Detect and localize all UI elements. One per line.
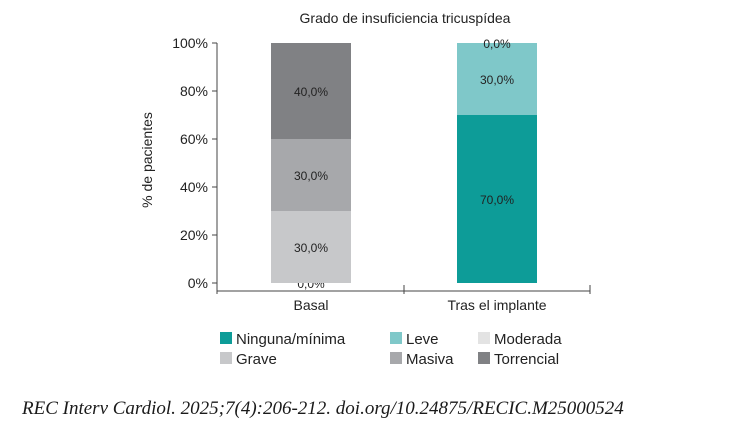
chart-title: Grado de insuficiencia tricuspídea [300,10,511,26]
legend-swatch [478,332,490,344]
legend-label: Ninguna/mínima [236,331,346,348]
legend-label: Masiva [406,351,454,368]
legend-swatch [220,332,232,344]
data-label: 70,0% [480,193,514,207]
x-tick-label: Tras el implante [447,297,546,313]
y-tick-label: 40% [180,179,208,195]
legend-swatch [478,352,490,364]
x-tick-label: Basal [293,297,328,313]
bar-segment [271,211,351,283]
y-tick-label: 100% [172,35,208,51]
legend-swatch [390,332,402,344]
legend-label: Torrencial [494,351,559,368]
y-tick-label: 0% [188,275,208,291]
bar-segment [271,43,351,139]
citation: REC Interv Cardiol. 2025;7(4):206-212. d… [22,398,624,419]
legend-label: Moderada [494,331,562,348]
y-axis-label: % de pacientes [139,112,155,208]
legend-swatch [390,352,402,364]
data-label: 40,0% [294,85,328,99]
bar-segment [457,115,537,283]
y-tick-label: 60% [180,131,208,147]
data-label: 0,0% [483,37,511,51]
y-axis: 0% 20% 40% 60% 80% 100% [172,35,218,291]
legend-label: Leve [406,331,439,348]
legend-label: Grave [236,351,277,368]
bars-layer: 0,0%30,0%30,0%40,0%70,0%30,0%0,0% [271,37,537,291]
data-label: 30,0% [294,241,328,255]
x-axis: Basal Tras el implante [216,285,591,313]
data-label: 30,0% [294,169,328,183]
data-label: 30,0% [480,73,514,87]
bar-segment [457,43,537,115]
y-tick-label: 20% [180,227,208,243]
legend: Ninguna/mínima Leve Moderada Grave Masiva Tor… [220,331,562,368]
legend-swatch [220,352,232,364]
y-tick-label: 80% [180,83,208,99]
bar-segment [271,139,351,211]
